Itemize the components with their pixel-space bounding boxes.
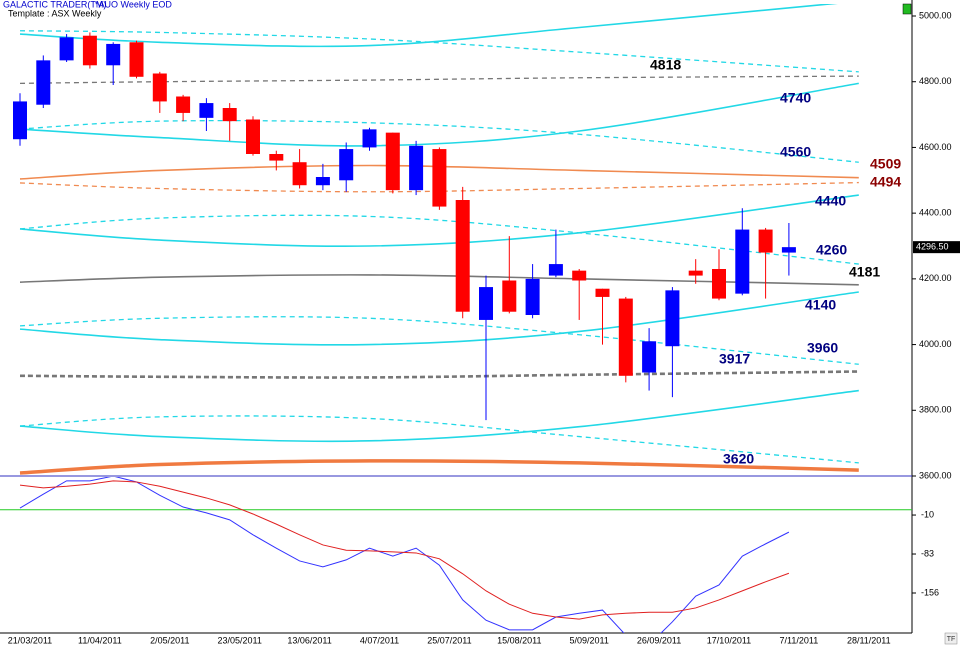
x-tick-label: 17/10/2011 [707, 635, 751, 645]
candle-body [59, 37, 74, 61]
candle-body [455, 200, 470, 312]
channel-line [19, 75, 859, 85]
level-label: 3620 [723, 451, 754, 467]
y-tick-label: 4600.00 [919, 142, 952, 152]
candle-body [36, 60, 51, 105]
channel-line [19, 214, 859, 265]
channel-line [19, 274, 859, 286]
tf-button-label[interactable]: TF [947, 636, 956, 643]
level-label: 3960 [807, 340, 838, 356]
candle-body [315, 177, 330, 186]
status-icon[interactable] [902, 3, 912, 15]
symbol-title: *AUO Weekly EOD [95, 0, 172, 9]
channel-line [19, 370, 859, 379]
level-label: 4260 [816, 242, 847, 258]
y-tick-label: -83 [921, 548, 934, 558]
channel-line [19, 4, 838, 48]
candle-body [781, 247, 796, 253]
level-label: 3917 [719, 351, 750, 367]
y-tick-label: 4200.00 [919, 273, 952, 283]
x-tick-label: 13/06/2011 [287, 635, 331, 645]
app-title: GALACTIC TRADER(TM) [3, 0, 106, 9]
candle-body [548, 264, 563, 276]
channel-line [19, 316, 859, 365]
candle-body [222, 108, 237, 122]
level-label: 4560 [780, 144, 811, 160]
candle-body [269, 154, 284, 161]
tf-button[interactable] [944, 632, 958, 645]
last-price-label: 4296.50 [916, 242, 949, 252]
x-tick-label: 26/09/2011 [637, 635, 681, 645]
x-tick-label: 4/07/2011 [360, 635, 399, 645]
candle-body [339, 149, 354, 181]
candle-body [502, 280, 517, 312]
y-tick-label: -10 [921, 509, 934, 519]
last-price-box [913, 241, 960, 254]
candle-body [82, 35, 97, 66]
candle-body [595, 288, 610, 297]
x-tick-label: 15/08/2011 [497, 635, 541, 645]
level-label: 4140 [805, 297, 836, 313]
level-label: 4818 [650, 57, 681, 73]
candle-body [129, 42, 144, 77]
candle-body [479, 287, 493, 320]
indicator-panel [0, 477, 912, 633]
y-tick-label: -156 [921, 587, 939, 597]
price-panel [13, 4, 859, 475]
channel-line [19, 415, 859, 464]
y-tick-label: 4800.00 [919, 76, 952, 86]
x-tick-label: 11/04/2011 [78, 635, 122, 645]
channel-line [19, 181, 859, 193]
x-tick-label: 25/07/2011 [427, 635, 471, 645]
x-tick-label: 23/05/2011 [218, 635, 262, 645]
level-label: 4740 [780, 90, 811, 106]
template-label: Template : ASX Weekly [8, 8, 102, 18]
axes: 21/03/2011 11/04/2011 2/05/2011 23/05/2011 1… [8, 10, 960, 645]
candle-body [642, 341, 657, 373]
level-label: 4440 [815, 193, 846, 209]
candle-body [758, 229, 773, 253]
candle-body [735, 229, 750, 294]
x-tick-label: 5/09/2011 [570, 635, 609, 645]
channel-line [19, 194, 859, 248]
candle-body [409, 145, 424, 191]
level-label: 4181 [849, 264, 880, 280]
candle-body [292, 162, 307, 186]
candle-body [152, 73, 167, 102]
candle-body [665, 290, 680, 347]
indicator-line [19, 480, 790, 620]
x-tick-label: 7/11/2011 [780, 635, 819, 645]
candle-body [246, 119, 260, 154]
candle-body [199, 103, 214, 118]
level-label: 4494 [870, 174, 901, 190]
y-tick-label: 4400.00 [919, 208, 952, 218]
candle-body [525, 278, 540, 315]
candle-body [432, 149, 447, 207]
y-tick-label: 3800.00 [919, 405, 952, 415]
y-tick-label: 5000.00 [919, 10, 952, 20]
x-tick-label: 28/11/2011 [847, 635, 891, 645]
channel-line [19, 459, 859, 475]
level-label: 4509 [870, 156, 901, 172]
y-tick-label: 4000.00 [919, 339, 952, 349]
channel-line [19, 119, 859, 163]
candle-body [385, 132, 400, 191]
candle-body [572, 270, 587, 281]
channel-line [19, 30, 859, 73]
candle-body [712, 269, 726, 299]
channel-line [19, 389, 859, 443]
candle-body [688, 270, 703, 276]
candle-body [176, 96, 191, 113]
x-tick-label: 21/03/2011 [8, 635, 52, 645]
candle-body [618, 298, 633, 376]
candle-body [106, 43, 121, 66]
x-tick-label: 2/05/2011 [150, 635, 189, 645]
candle-body [13, 101, 27, 140]
candle-body [362, 129, 377, 148]
channel-line [19, 291, 859, 346]
y-tick-label: 3600.00 [919, 470, 952, 480]
